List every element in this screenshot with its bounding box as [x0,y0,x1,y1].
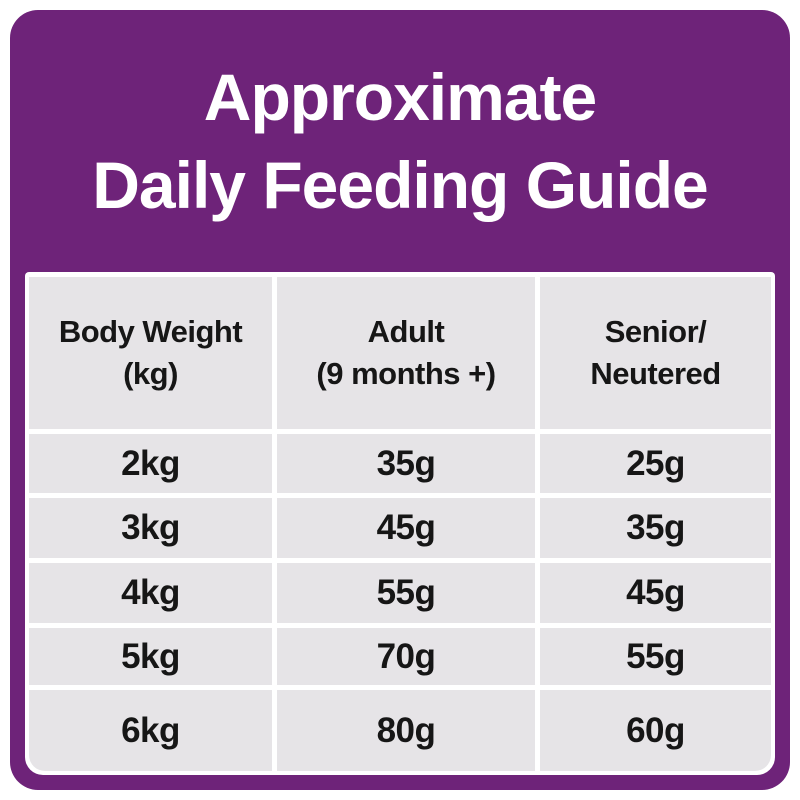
table-cell-weight-row2: 3kg [29,498,272,558]
table-cell-weight-row4: 5kg [29,628,272,685]
table-cell-adult-row3: 55g [277,563,535,623]
column-header-senior-line2: Neutered [590,356,721,391]
table-cell-senior-row4: 55g [540,628,771,685]
column-header-adult-line1: Adult [367,314,445,349]
table-cell-adult-row2: 45g [277,498,535,558]
table-cell-weight-row5: 6kg [29,690,272,771]
column-header-senior-neutered: Senior/ Neutered [540,277,771,429]
column-header-senior-line1: Senior/ [604,314,707,349]
feeding-table: Body Weight (kg) Adult (9 months +) Seni… [25,272,775,775]
column-header-body-weight-line1: Body Weight [58,314,243,349]
table-cell-weight-row1: 2kg [29,434,272,493]
column-header-body-weight-line2: (kg) [123,356,178,391]
table-cell-adult-row4: 70g [277,628,535,685]
column-header-adult-line2: (9 months +) [316,356,496,391]
table-cell-senior-row3: 45g [540,563,771,623]
page-title-line-2: Daily Feeding Guide [92,148,708,222]
page-title-line-1: Approximate [203,60,597,134]
column-header-body-weight: Body Weight (kg) [29,277,272,429]
table-cell-adult-row1: 35g [277,434,535,493]
feeding-guide-card: Approximate Daily Feeding Guide Body Wei… [10,10,790,790]
card-header: Approximate Daily Feeding Guide [10,10,790,272]
table-cell-senior-row2: 35g [540,498,771,558]
table-cell-adult-row5: 80g [277,690,535,771]
column-header-adult: Adult (9 months +) [277,277,535,429]
table-cell-senior-row5: 60g [540,690,771,771]
table-cell-senior-row1: 25g [540,434,771,493]
table-cell-weight-row3: 4kg [29,563,272,623]
